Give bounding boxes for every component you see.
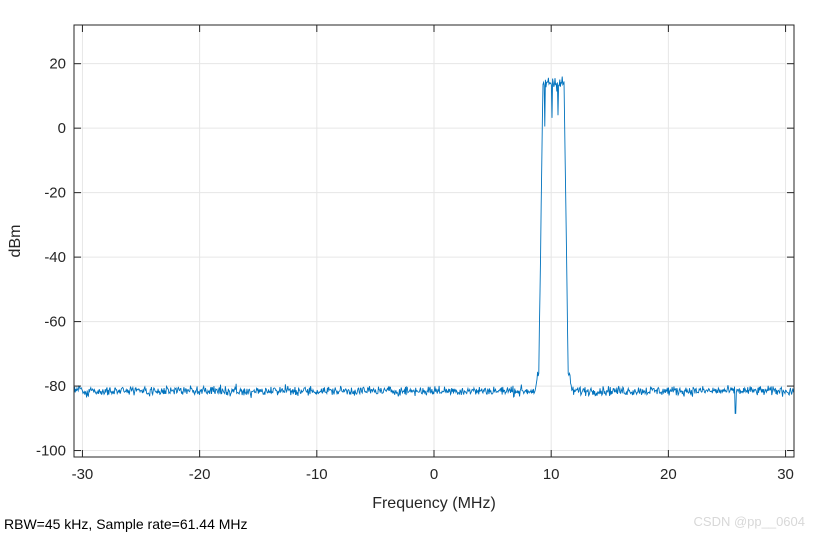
y-axis-label: dBm [7,225,24,258]
y-tick-label: -20 [44,185,66,202]
y-tick-label: -40 [44,249,66,266]
spectrum-line [73,76,795,414]
y-tick-label: 20 [49,56,66,73]
x-tick-label: 10 [543,466,560,483]
x-axis-label: Frequency (MHz) [372,495,496,512]
x-tick-label: -20 [189,466,211,483]
x-tick-label: -30 [72,466,94,483]
y-tick-label: -60 [44,314,66,331]
series-group [73,76,795,414]
y-tick-label: -100 [36,443,66,460]
x-tick-label: 20 [660,466,677,483]
grid [74,25,794,457]
watermark: CSDN @pp__0604 [693,514,805,529]
footnote: RBW=45 kHz, Sample rate=61.44 MHz [4,516,248,532]
x-tick-label: 0 [430,466,438,483]
y-tick-label: -80 [44,378,66,395]
x-tick-label: -10 [306,466,328,483]
y-tick-label: 0 [58,120,66,137]
x-tick-label: 30 [777,466,794,483]
